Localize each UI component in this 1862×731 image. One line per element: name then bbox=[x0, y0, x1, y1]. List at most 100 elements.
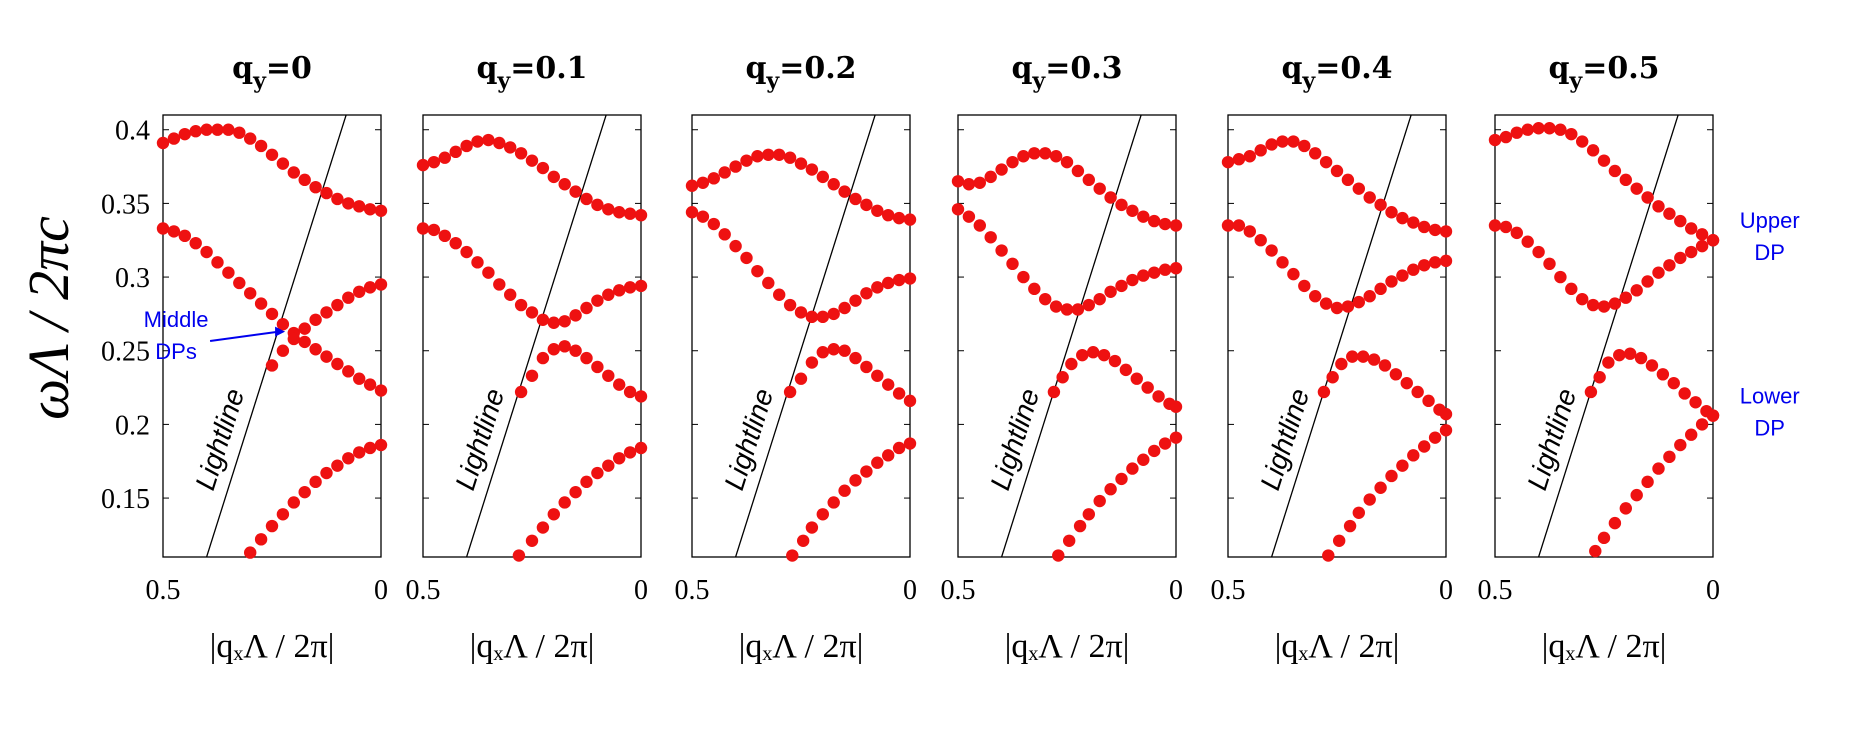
data-point bbox=[1137, 210, 1150, 223]
data-point bbox=[1097, 348, 1111, 362]
data-point bbox=[569, 344, 582, 357]
data-point bbox=[525, 154, 539, 167]
data-point bbox=[1232, 219, 1246, 232]
panel-frame bbox=[957, 114, 1177, 558]
data-point bbox=[416, 222, 430, 235]
data-point bbox=[1543, 257, 1556, 271]
data-point bbox=[1265, 138, 1278, 151]
data-point bbox=[794, 157, 808, 170]
data-point bbox=[838, 484, 851, 497]
data-point bbox=[558, 315, 571, 328]
data-point bbox=[1028, 147, 1041, 160]
data-point bbox=[1428, 223, 1442, 237]
data-point bbox=[1385, 206, 1398, 219]
y-tick-label: 0.3 bbox=[115, 263, 150, 294]
data-point bbox=[882, 378, 895, 391]
data-point bbox=[827, 178, 840, 191]
data-point bbox=[287, 166, 300, 179]
data-point bbox=[449, 236, 462, 250]
data-point bbox=[178, 229, 191, 243]
series-group bbox=[1221, 135, 1453, 562]
data-point bbox=[1674, 214, 1687, 228]
data-point bbox=[1126, 204, 1139, 217]
data-point bbox=[331, 357, 344, 371]
x-tick-label: 0 bbox=[374, 575, 388, 606]
lightline-label: Lightline bbox=[718, 385, 779, 494]
x-tick-label: 0 bbox=[1169, 575, 1183, 606]
panel-title-sub: y bbox=[1568, 68, 1583, 94]
data-point bbox=[718, 228, 731, 241]
data-point bbox=[903, 394, 917, 408]
data-point bbox=[1341, 173, 1355, 187]
data-point bbox=[1276, 256, 1289, 269]
panel-5: 0.5 0 |qₓΛ / 2π| qy=0.5 Lightline Upper DP Lowe… bbox=[1478, 51, 1800, 665]
data-point bbox=[1137, 453, 1150, 466]
data-point bbox=[244, 546, 257, 559]
data-point bbox=[903, 213, 917, 226]
data-point bbox=[438, 229, 451, 243]
data-point bbox=[189, 125, 202, 138]
data-point bbox=[882, 208, 895, 222]
data-point bbox=[1645, 359, 1659, 372]
data-point bbox=[416, 158, 430, 172]
annotation-text: DP bbox=[1754, 416, 1785, 441]
data-point bbox=[1039, 147, 1052, 160]
data-point bbox=[525, 534, 539, 547]
data-point bbox=[1685, 222, 1698, 235]
data-point bbox=[1488, 133, 1502, 147]
data-point bbox=[1411, 385, 1424, 399]
data-point bbox=[602, 288, 615, 301]
data-point bbox=[1619, 502, 1633, 515]
data-point bbox=[1630, 182, 1643, 195]
panel-title: qy=0.5 bbox=[1548, 51, 1659, 94]
data-point bbox=[1685, 428, 1698, 441]
data-point bbox=[363, 281, 377, 294]
data-point bbox=[1287, 135, 1300, 148]
data-point bbox=[634, 279, 648, 293]
x-axis-label: |qₓΛ / 2π| bbox=[1005, 628, 1130, 665]
data-point bbox=[1352, 182, 1366, 195]
data-point bbox=[1148, 266, 1161, 279]
data-point bbox=[1663, 450, 1676, 464]
lightline bbox=[1000, 115, 1142, 557]
data-point bbox=[838, 301, 851, 315]
data-point bbox=[320, 186, 333, 200]
panel-4: 0.5 0 |qₓΛ / 2π| qy=0.4 Lightline bbox=[1211, 51, 1454, 665]
data-point bbox=[1396, 269, 1409, 282]
data-point bbox=[871, 456, 884, 469]
data-point bbox=[514, 147, 528, 160]
data-point bbox=[1148, 444, 1161, 458]
data-point bbox=[342, 291, 355, 304]
data-point bbox=[1597, 300, 1611, 313]
data-point bbox=[493, 278, 506, 291]
panel-title-rest: =0.1 bbox=[510, 51, 587, 86]
data-point bbox=[838, 185, 851, 198]
data-point bbox=[276, 344, 290, 357]
data-point bbox=[707, 217, 720, 231]
lightline bbox=[734, 115, 876, 557]
data-point bbox=[1093, 182, 1106, 195]
data-point bbox=[287, 332, 300, 346]
data-point bbox=[211, 256, 224, 269]
data-point bbox=[287, 496, 300, 509]
x-axis-label: |qₓΛ / 2π| bbox=[1542, 628, 1667, 665]
data-point bbox=[298, 335, 311, 349]
panel-2: 0.5 0 |qₓΛ / 2π| qy=0.2 Lightline bbox=[675, 51, 918, 665]
data-point bbox=[1028, 282, 1041, 296]
data-point bbox=[762, 148, 775, 161]
data-point bbox=[331, 192, 344, 206]
data-point bbox=[1554, 270, 1567, 284]
data-point bbox=[1221, 155, 1235, 169]
annotation-arrow-head bbox=[275, 326, 286, 337]
data-point bbox=[1667, 376, 1680, 390]
data-point bbox=[1317, 385, 1331, 399]
data-point bbox=[1439, 407, 1453, 421]
data-point bbox=[276, 157, 290, 170]
data-point bbox=[805, 163, 819, 176]
lightline-label: Lightline bbox=[189, 385, 250, 494]
data-point bbox=[178, 127, 191, 141]
data-point bbox=[1346, 350, 1359, 363]
data-point bbox=[1221, 219, 1235, 232]
x-axis-label: |qₓΛ / 2π| bbox=[210, 628, 335, 665]
